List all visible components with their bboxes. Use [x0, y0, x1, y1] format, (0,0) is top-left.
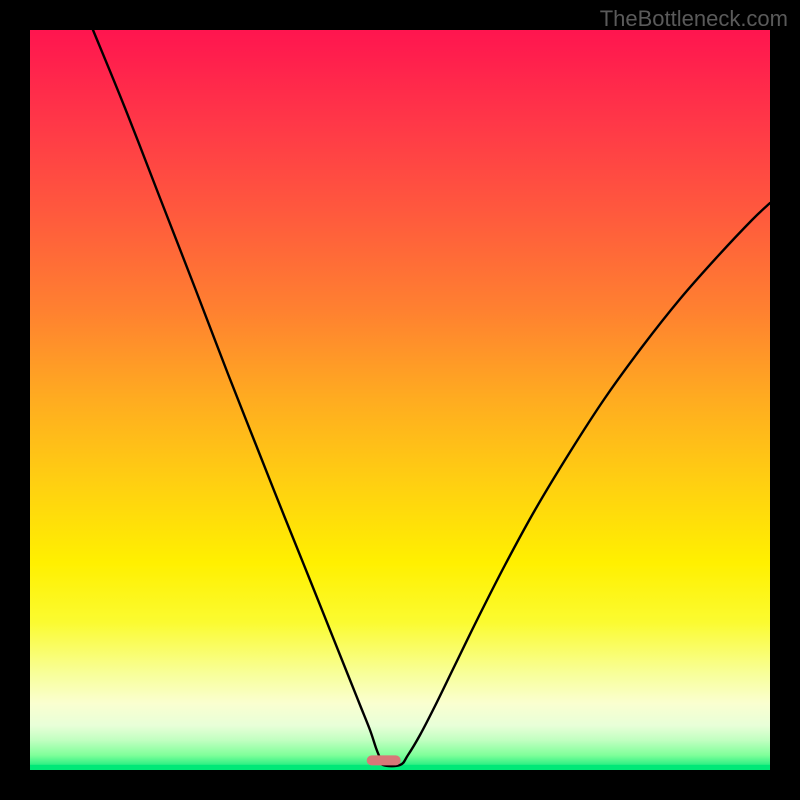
bottleneck-chart: TheBottleneck.com: [0, 0, 800, 800]
watermark-text: TheBottleneck.com: [600, 6, 788, 32]
chart-svg: [0, 0, 800, 800]
optimal-marker: [367, 755, 401, 765]
chart-background-gradient: [30, 30, 770, 770]
